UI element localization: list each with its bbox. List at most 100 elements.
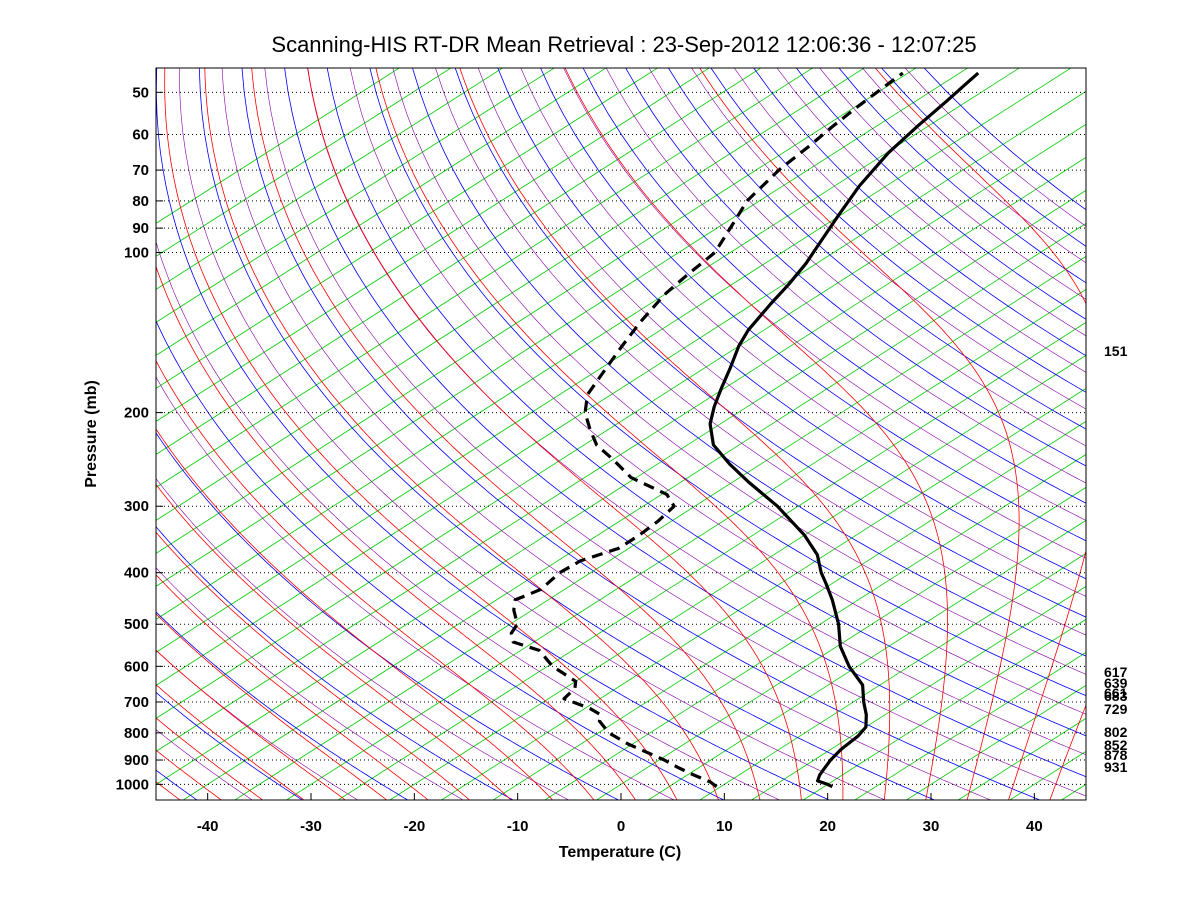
right-level-label: 661 [1104,685,1128,701]
mixing-ratio-line [819,68,1086,300]
isotherm-line [182,222,1086,800]
isotherm-line [156,68,452,257]
dry-adiabat-line [369,68,1086,697]
moist-adiabat-line [156,574,429,800]
isotherm-line [156,68,969,587]
y-tick-label: 700 [124,694,149,711]
mixing-ratio-line [520,68,1086,559]
isotherm-line [854,651,1086,800]
isotherm-line [156,68,555,323]
isotherm-line [957,717,1086,800]
isotherm-line [156,68,917,554]
y-axis-ticks: 50 60 70 80 90 100 200 300 400 500 600 700 800 900 100… [116,84,163,793]
moist-adiabat-line [251,68,761,800]
dry-adiabat-line [838,68,1086,284]
sounding-series [509,71,980,789]
isotherm-line [389,354,1086,800]
y-tick-label: 300 [124,498,149,515]
moist-adiabat-line [156,649,347,800]
moist-adiabat-line [459,68,891,800]
mixing-ratio-line [435,68,1086,636]
isotherm-line [285,288,1086,800]
isotherm-line [156,68,607,356]
dry-adiabat-line [497,68,1086,580]
moist-adiabat-lines [156,68,1086,800]
isotherm-line [234,255,1086,800]
moist-adiabat-line [1049,703,1086,800]
moist-adiabat-line [156,717,264,800]
dry-adiabat-line [412,68,1086,657]
dry-adiabat-line [156,319,725,800]
y-tick-label: 80 [132,193,149,210]
moist-adiabat-line [156,684,305,800]
y-tick-label: 100 [124,244,149,261]
x-tick-label: 0 [617,818,625,835]
y-axis-label: Pressure (mb) [83,380,100,488]
mixing-ratio-line [264,68,1086,797]
y-tick-label: 500 [124,616,149,633]
isotherm-line [156,68,814,488]
y-tick-label: 900 [124,752,149,769]
moist-adiabat-line [156,613,388,800]
right-level-label: 639 [1104,675,1128,691]
right-level-label: 878 [1104,747,1128,763]
isotherm-line [156,68,400,224]
dry-adiabat-line [156,611,409,800]
moist-adiabat-line [156,428,554,800]
isotherm-line [337,321,1086,800]
dry-adiabat-line [326,68,1086,737]
dewpoint-profile-line [509,71,904,788]
dry-adiabat-line [156,691,304,800]
isotherm-line [156,68,865,521]
dry-adiabat-line [667,68,1086,430]
isotherm-line [156,156,1086,752]
isotherm-line [699,552,1086,800]
moist-adiabat-line [204,68,719,800]
isotherm-line [156,68,504,290]
isotherm-line [544,453,1086,800]
isotherm-line [647,519,1086,800]
x-axis-label: Temperature (C) [559,844,681,861]
right-level-label: 617 [1104,664,1128,680]
isotherm-line [802,618,1086,800]
plot-area [156,68,1086,800]
y-tick-label: 90 [132,220,149,237]
dry-adiabat-line [540,68,1086,542]
mixing-ratio-line [477,68,1086,597]
moist-adiabat-line [564,68,948,800]
mixing-ratio-line [179,68,886,800]
dry-adiabat-line [582,68,1086,504]
mixing-ratio-line [156,729,253,800]
right-level-label: 802 [1104,724,1128,740]
dry-adiabat-line [241,68,1041,800]
x-axis-ticks: -40 -30 -20 -10 0 10 20 30 40 [197,793,1043,835]
x-tick-label: 20 [819,818,836,835]
dry-adiabat-line [625,68,1086,467]
y-tick-label: 400 [124,565,149,582]
y-tick-label: 1000 [116,776,149,793]
pressure-gridlines [156,91,1086,785]
mixing-ratio-line [563,68,1086,521]
y-tick-label: 800 [124,725,149,742]
isotherm-line [156,90,1086,686]
x-tick-label: 10 [716,818,733,835]
mixing-ratio-line [156,650,359,800]
dry-adiabat-line [156,68,831,800]
chart-title: Scanning-HIS RT-DR Mean Retrieval : 23-S… [271,32,976,57]
isotherm-line [492,420,1086,800]
isotherm-lines [156,68,1086,800]
moist-adiabat-line [156,359,595,800]
temperature-profile-line [708,71,980,789]
dry-adiabat-line [284,68,1086,778]
mixing-ratio-line [349,68,1086,715]
moist-adiabat-line [874,68,1086,800]
mixing-ratio-line [861,68,1086,264]
dry-adiabat-line [156,526,514,800]
moist-adiabat-line [156,483,512,800]
moist-adiabat-line [375,68,844,800]
mixing-ratio-line [648,68,1086,447]
mixing-ratio-line [776,68,1086,337]
moist-adiabat-line [156,531,471,800]
